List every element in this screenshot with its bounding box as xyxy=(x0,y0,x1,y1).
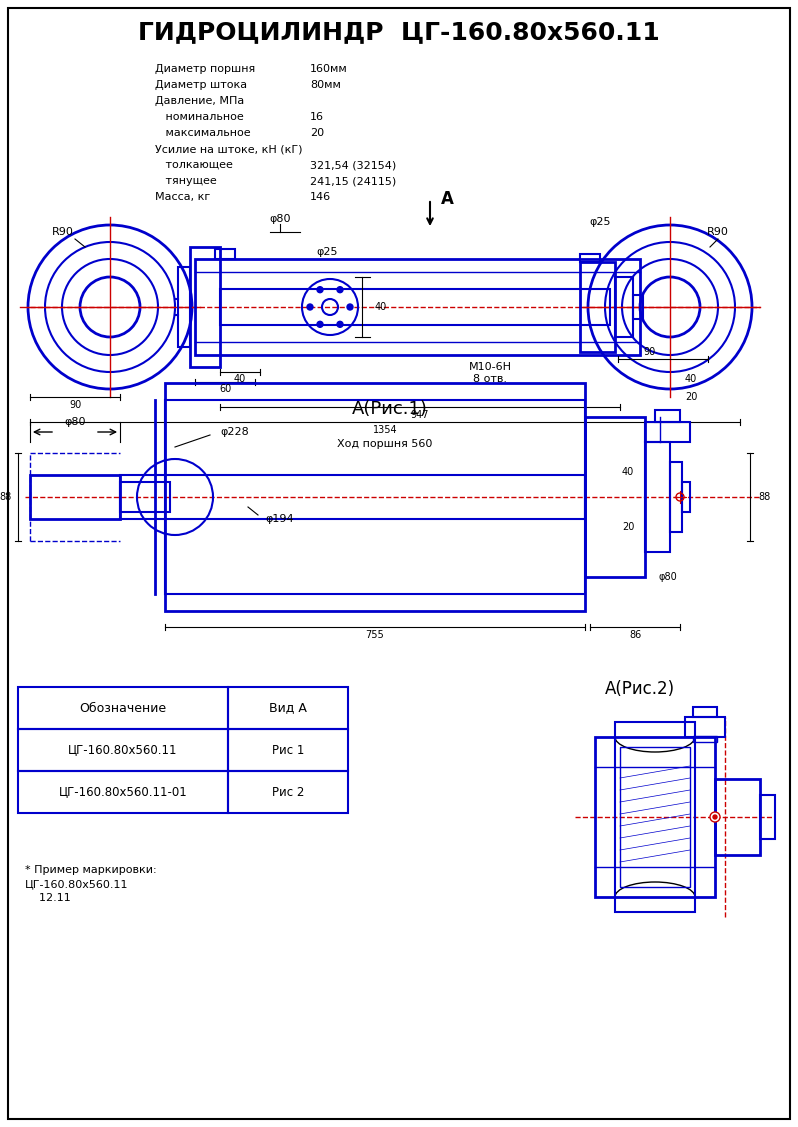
Text: * Пример маркировки:: * Пример маркировки: xyxy=(25,866,156,875)
Text: φ194: φ194 xyxy=(265,514,294,524)
Bar xyxy=(760,795,775,838)
Bar xyxy=(585,417,645,577)
Circle shape xyxy=(713,815,717,819)
Text: тянущее: тянущее xyxy=(155,176,217,186)
Text: 40: 40 xyxy=(375,302,387,312)
Text: 321,54 (32154): 321,54 (32154) xyxy=(310,160,397,170)
Bar xyxy=(228,729,348,771)
Text: φ80: φ80 xyxy=(658,573,678,582)
Text: М10-6Н: М10-6Н xyxy=(468,362,512,372)
Bar xyxy=(595,737,715,897)
Bar xyxy=(120,482,170,512)
Text: 160мм: 160мм xyxy=(310,64,348,74)
Bar xyxy=(615,722,695,912)
Text: толкающее: толкающее xyxy=(155,160,233,170)
Bar xyxy=(165,400,585,594)
Text: 88: 88 xyxy=(758,492,770,502)
Text: 90: 90 xyxy=(69,400,81,410)
Text: ГИДРОЦИЛИНДР  ЦГ-160.80x560.11: ГИДРОЦИЛИНДР ЦГ-160.80x560.11 xyxy=(138,20,660,44)
Text: А(Рис.2): А(Рис.2) xyxy=(605,680,675,698)
Text: 40: 40 xyxy=(622,467,634,477)
Bar xyxy=(682,482,690,512)
Bar xyxy=(580,254,600,261)
Circle shape xyxy=(337,286,343,293)
Bar xyxy=(18,687,228,729)
Text: 40: 40 xyxy=(234,374,246,384)
Text: 40: 40 xyxy=(685,374,697,384)
Bar xyxy=(165,383,585,611)
Bar xyxy=(685,717,725,737)
Bar xyxy=(215,249,235,259)
Circle shape xyxy=(710,811,720,822)
Text: 1354: 1354 xyxy=(373,425,397,435)
Text: 88: 88 xyxy=(0,492,12,502)
Bar xyxy=(195,259,640,355)
Text: 8 отв.: 8 отв. xyxy=(473,374,507,384)
Text: φ25: φ25 xyxy=(589,218,610,227)
Text: А(Рис.1): А(Рис.1) xyxy=(352,400,428,418)
Circle shape xyxy=(317,286,323,293)
Bar xyxy=(18,771,228,813)
Text: 12.11: 12.11 xyxy=(25,893,71,903)
Bar xyxy=(18,729,228,771)
Text: 20: 20 xyxy=(622,522,634,532)
Bar xyxy=(615,277,633,337)
Text: ЦГ-160.80х560.11: ЦГ-160.80х560.11 xyxy=(69,744,178,756)
Text: 146: 146 xyxy=(310,192,331,202)
Text: Диаметр поршня: Диаметр поршня xyxy=(155,64,255,74)
Text: 60: 60 xyxy=(219,384,231,394)
Bar xyxy=(645,421,690,442)
Text: максимальное: максимальное xyxy=(155,128,251,137)
Text: Обозначение: Обозначение xyxy=(80,701,167,715)
Text: ЦГ-160.80х560.11: ЦГ-160.80х560.11 xyxy=(25,879,128,889)
Text: 90: 90 xyxy=(644,347,656,357)
Bar xyxy=(633,295,643,319)
Text: 86: 86 xyxy=(629,630,641,640)
Text: Рис 1: Рис 1 xyxy=(272,744,304,756)
Text: Давление, МПа: Давление, МПа xyxy=(155,96,244,106)
Circle shape xyxy=(317,321,323,327)
Bar xyxy=(715,779,760,855)
Text: Диаметр штока: Диаметр штока xyxy=(155,80,247,90)
Text: Масса, кг: Масса, кг xyxy=(155,192,210,202)
Text: 947: 947 xyxy=(411,410,429,420)
Bar xyxy=(178,267,190,347)
Text: 80мм: 80мм xyxy=(310,80,341,90)
Bar xyxy=(693,736,717,742)
Text: R90: R90 xyxy=(707,227,729,237)
Bar xyxy=(655,410,680,421)
Text: Вид А: Вид А xyxy=(269,701,307,715)
Circle shape xyxy=(337,321,343,327)
Bar xyxy=(190,247,220,367)
Text: φ25: φ25 xyxy=(316,247,338,257)
Text: R90: R90 xyxy=(52,227,74,237)
Bar xyxy=(580,261,615,352)
Bar xyxy=(30,474,120,520)
Bar xyxy=(670,462,682,532)
Bar xyxy=(693,707,717,717)
Bar xyxy=(228,771,348,813)
Text: Рис 2: Рис 2 xyxy=(272,786,304,799)
Text: Ход поршня 560: Ход поршня 560 xyxy=(338,440,433,449)
Bar xyxy=(645,442,670,552)
Text: φ80: φ80 xyxy=(269,214,290,224)
Text: 20: 20 xyxy=(685,392,697,402)
Bar xyxy=(120,474,585,520)
Text: 241,15 (24115): 241,15 (24115) xyxy=(310,176,397,186)
Bar xyxy=(220,289,610,325)
Text: 20: 20 xyxy=(310,128,324,137)
Text: 755: 755 xyxy=(365,630,385,640)
Text: А: А xyxy=(440,190,453,208)
Circle shape xyxy=(307,304,313,310)
Text: φ228: φ228 xyxy=(220,427,249,437)
Text: Усилие на штоке, кН (кГ): Усилие на штоке, кН (кГ) xyxy=(155,144,302,154)
Bar xyxy=(620,747,690,887)
Text: 16: 16 xyxy=(310,112,324,122)
Text: ЦГ-160.80х560.11-01: ЦГ-160.80х560.11-01 xyxy=(58,786,188,799)
Bar xyxy=(228,687,348,729)
Text: номинальное: номинальное xyxy=(155,112,243,122)
Text: φ80: φ80 xyxy=(65,417,85,427)
Circle shape xyxy=(347,304,353,310)
